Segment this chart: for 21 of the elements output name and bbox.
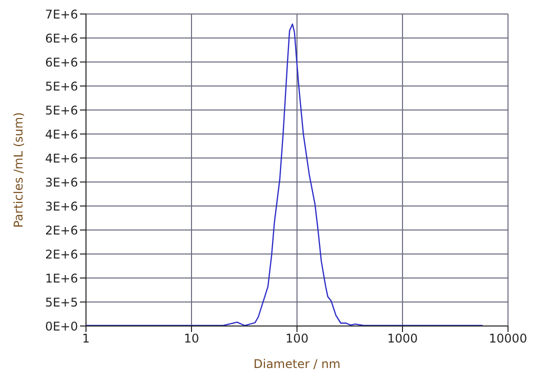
y-tick-label: 7E+6	[45, 7, 78, 22]
y-tick-label: 2E+6	[45, 247, 78, 262]
y-tick-label: 3E+6	[45, 175, 78, 190]
y-tick-label: 0E+0	[45, 319, 78, 334]
y-tick-label: 5E+6	[45, 79, 78, 94]
x-tick-label: 10	[184, 332, 200, 346]
y-tick-label: 6E+6	[45, 31, 78, 46]
y-tick-label: 5E+6	[45, 103, 78, 118]
y-tick-label: 1E+6	[45, 271, 78, 286]
x-tick-label: 10000	[488, 332, 528, 346]
y-tick-label: 3E+6	[45, 199, 78, 214]
y-tick-label: 2E+6	[45, 223, 78, 238]
y-tick-label: 4E+6	[45, 127, 78, 142]
y-axis-title: Particles /mL (sum)	[11, 112, 26, 228]
x-tick-label: 100	[286, 332, 308, 346]
x-tick-label: 1	[82, 332, 90, 346]
y-tick-label: 4E+6	[45, 151, 78, 166]
y-tick-label: 5E+5	[45, 295, 78, 310]
x-axis-title: Diameter / nm	[254, 357, 340, 371]
y-tick-label: 6E+6	[45, 55, 78, 70]
x-tick-label: 1000	[387, 332, 418, 346]
